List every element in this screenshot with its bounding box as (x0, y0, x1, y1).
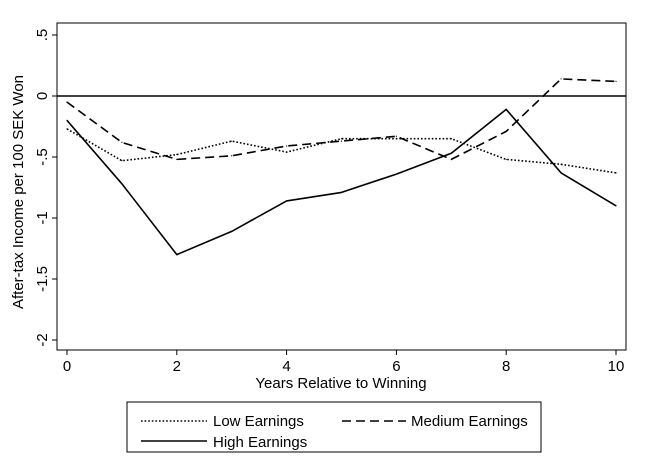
data-point-low-earnings (66, 128, 68, 130)
series-line-medium-earnings (66, 78, 617, 161)
series-line-high-earnings (66, 108, 617, 256)
data-point-high-earnings (231, 230, 233, 233)
data-point-high-earnings (340, 191, 343, 193)
legend-box (126, 401, 542, 453)
data-point-medium-earnings (176, 158, 178, 161)
data-point-low-earnings (505, 158, 507, 161)
data-point-high-earnings (395, 173, 397, 175)
x-tick-label: 8 (502, 358, 510, 375)
data-point-low-earnings (340, 138, 343, 140)
x-tick-label: 0 (63, 358, 71, 375)
legend-label-medium: Medium Earnings (411, 413, 528, 430)
legend-label-low: Low Earnings (213, 413, 304, 430)
y-tick-label: 0 (34, 92, 51, 100)
data-point-medium-earnings (450, 158, 452, 161)
y-tick-label: -2 (34, 333, 51, 346)
legend-label-high: High Earnings (213, 434, 307, 451)
data-point-high-earnings (286, 200, 288, 202)
data-point-high-earnings (66, 119, 68, 121)
x-tick-label: 4 (282, 358, 290, 375)
data-point-low-earnings (286, 151, 288, 153)
y-tick-label: .5 (34, 29, 51, 42)
x-axis-label: Years Relative to Winning (255, 375, 426, 392)
data-point-medium-earnings (121, 141, 123, 143)
x-tick-label: 10 (608, 358, 625, 375)
series-lines (66, 78, 617, 256)
data-point-high-earnings (505, 108, 507, 111)
data-point-high-earnings (560, 172, 562, 174)
data-point-low-earnings (560, 163, 562, 165)
x-tick-label: 6 (392, 358, 400, 375)
data-point-medium-earnings (560, 78, 562, 80)
y-tick-label: -1.5 (34, 266, 51, 292)
data-point-medium-earnings (505, 130, 507, 132)
y-tick-label: -1 (34, 211, 51, 224)
data-point-medium-earnings (66, 101, 68, 103)
data-point-low-earnings (615, 172, 617, 174)
data-point-medium-earnings (615, 80, 617, 82)
data-point-low-earnings (121, 160, 123, 162)
plot-frame (56, 22, 627, 351)
series-line-low-earnings (66, 128, 617, 174)
data-point-high-earnings (615, 205, 617, 207)
legend: Low Earnings Medium Earnings High Earnin… (126, 401, 542, 453)
data-point-high-earnings (176, 254, 178, 256)
data-point-low-earnings (450, 138, 452, 140)
data-point-medium-earnings (395, 135, 397, 137)
y-axis-label: After-tax Income per 100 SEK Won (10, 75, 27, 309)
data-point-medium-earnings (286, 145, 288, 147)
data-point-medium-earnings (340, 140, 343, 142)
axes: -2 -1.5 -1 -.5 0 .5 0 2 4 6 8 10 (34, 22, 627, 375)
data-point-low-earnings (395, 138, 397, 140)
data-point-high-earnings (450, 152, 452, 154)
x-tick-label: 2 (173, 358, 181, 375)
data-point-medium-earnings (231, 155, 233, 157)
y-tick-label: -.5 (34, 148, 51, 166)
data-point-low-earnings (176, 153, 178, 156)
data-point-low-earnings (231, 140, 233, 142)
data-point-high-earnings (121, 183, 123, 185)
